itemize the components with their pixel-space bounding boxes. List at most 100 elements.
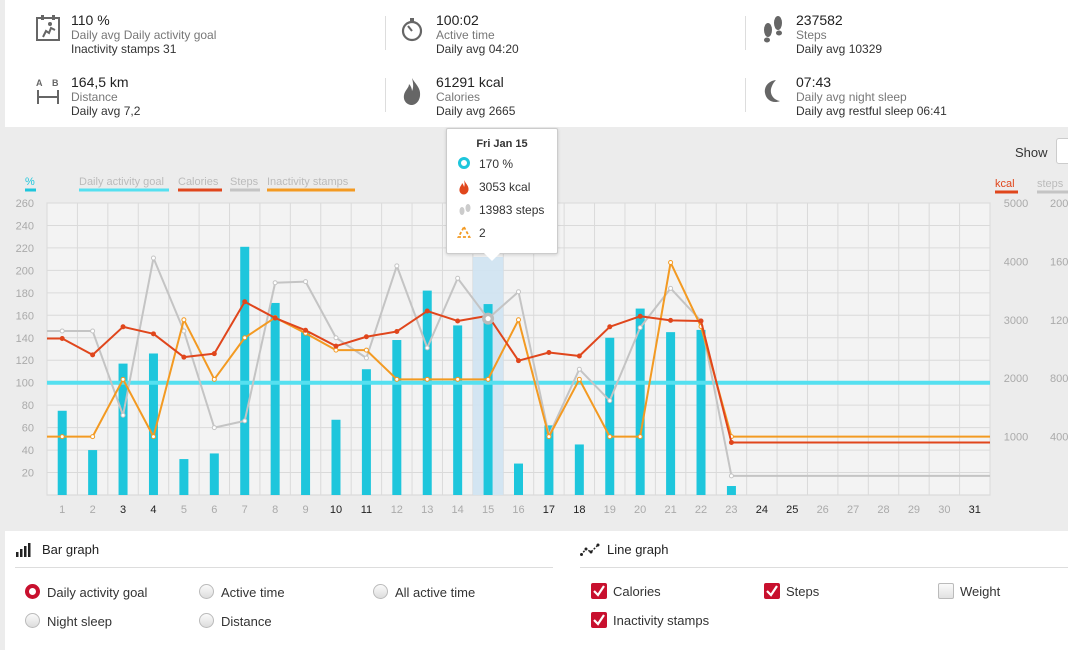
calories-point [181, 354, 187, 360]
radio-icon[interactable] [373, 584, 388, 599]
flame-icon [403, 78, 421, 105]
moon-icon [764, 80, 780, 103]
bar-option-label: Night sleep [47, 614, 113, 629]
stat-sleep-label: Daily avg night sleep [796, 90, 907, 104]
steps-tick-label: 160 [1050, 256, 1068, 268]
steps-point [668, 285, 674, 291]
checkbox-checked-icon[interactable] [591, 612, 607, 628]
steps-point [363, 355, 369, 361]
divider [385, 16, 386, 50]
inactivity-point [607, 434, 613, 440]
stat-activity-label: Daily avg Daily activity goal [71, 28, 217, 42]
stat-activity-value: 110 % [71, 12, 110, 28]
bar-day-5 [179, 459, 189, 495]
tooltip-arrow [484, 253, 500, 261]
legend-percent-axis: % [25, 176, 35, 188]
inactivity-point [546, 434, 552, 440]
bar-day-15 [483, 304, 493, 495]
show-label: Show [1015, 145, 1048, 160]
stat-distance-label: Distance [71, 90, 118, 104]
bar-day-21 [666, 332, 676, 495]
tooltip-stamps: 2 [479, 226, 486, 240]
radio-icon[interactable] [25, 584, 40, 599]
legend-calories: Calories [178, 176, 219, 188]
inactivity-point [363, 347, 369, 353]
inactivity-point [90, 434, 96, 440]
hover-marker-center [485, 316, 491, 322]
calories-point [363, 334, 369, 340]
inactivity-point [333, 347, 339, 353]
x-tick-label: 6 [211, 504, 217, 516]
tooltip-kcal: 3053 kcal [479, 180, 531, 194]
bar-day-3 [118, 363, 128, 495]
x-tick-label: 18 [573, 504, 585, 516]
y-tick-label: 20 [22, 468, 34, 480]
y-tick-label: 100 [16, 378, 34, 390]
checkbox-checked-icon[interactable] [764, 583, 780, 599]
calories-point [303, 327, 309, 333]
x-tick-label: 13 [421, 504, 433, 516]
calories-point [516, 358, 521, 364]
stat-active-time-avg: Daily avg 04:20 [436, 42, 519, 56]
x-tick-label: 20 [634, 504, 646, 516]
x-tick-label: 10 [330, 504, 342, 516]
x-tick-label: 9 [303, 504, 309, 516]
stat-distance-value: 164,5 km [71, 74, 129, 90]
calories-point [90, 352, 96, 358]
calories-point [333, 343, 339, 349]
y-tick-label: 40 [22, 445, 34, 457]
inactivity-point [455, 376, 461, 382]
steps-tick-label: 120 [1050, 315, 1068, 327]
x-tick-label: 21 [664, 504, 676, 516]
bar-day-2 [88, 450, 98, 495]
radio-icon[interactable] [25, 613, 40, 628]
radio-icon[interactable] [199, 613, 214, 628]
y-tick-label: 220 [16, 243, 34, 255]
svg-text:A: A [36, 78, 43, 88]
bar-option-label: Active time [221, 585, 285, 600]
stat-steps-avg: Daily avg 10329 [796, 42, 883, 56]
inactivity-point [394, 376, 400, 382]
steps-point [728, 473, 734, 479]
x-tick-label: 31 [969, 504, 981, 516]
checkbox-unchecked-icon[interactable] [938, 583, 954, 599]
x-tick-label: 4 [150, 504, 156, 516]
y-tick-label: 160 [16, 310, 34, 322]
x-tick-label: 15 [482, 504, 494, 516]
calories-point [698, 318, 704, 324]
checkbox-checked-icon[interactable] [591, 583, 607, 599]
steps-tick-label: 200 [1050, 198, 1068, 210]
x-tick-label: 27 [847, 504, 859, 516]
x-tick-label: 23 [725, 504, 737, 516]
tooltip-steps: 13983 steps [479, 203, 545, 217]
x-tick-label: 11 [361, 504, 372, 516]
steps-point [637, 325, 643, 331]
stat-calories-value: 61291 kcal [436, 74, 504, 90]
line-option-label: Calories [613, 584, 661, 599]
inactivity-point [516, 317, 521, 323]
inactivity-point [637, 434, 643, 440]
ring-icon [458, 157, 470, 169]
x-tick-label: 19 [604, 504, 616, 516]
calories-point [546, 350, 552, 356]
y-tick-label: 80 [22, 400, 34, 412]
bar-day-7 [240, 246, 250, 495]
x-tick-label: 5 [181, 504, 187, 516]
bar-day-19 [605, 337, 615, 495]
steps-point [150, 255, 156, 261]
show-select[interactable] [1056, 138, 1068, 164]
bar-day-16 [514, 463, 523, 495]
tooltip-date: Fri Jan 15 [476, 138, 528, 150]
stat-sleep-avg: Daily avg restful sleep 06:41 [796, 104, 947, 118]
stat-steps-label: Steps [796, 28, 827, 42]
calories-point [607, 324, 613, 330]
stat-calories-label: Calories [436, 90, 481, 104]
steps-tick-label: 400 [1050, 432, 1068, 444]
y-tick-label: 140 [16, 333, 34, 345]
bar-day-23 [726, 486, 736, 495]
bar-day-9 [301, 332, 311, 495]
radio-icon[interactable] [199, 584, 214, 599]
kcal-tick-label: 3000 [1004, 315, 1028, 327]
bar-day-22 [696, 329, 706, 495]
y-tick-label: 180 [16, 288, 34, 300]
